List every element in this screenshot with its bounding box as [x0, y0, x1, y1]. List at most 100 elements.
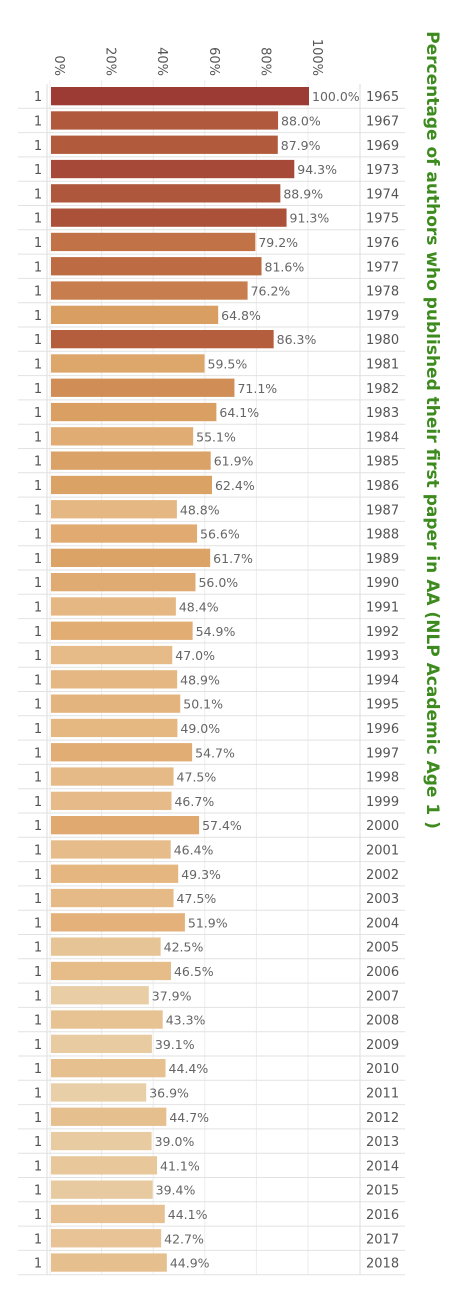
bar[interactable] [51, 500, 177, 519]
chart-row: 1 54.7% 1997 [18, 743, 405, 765]
row-header-label: 1 [34, 139, 42, 154]
chart-row: 1 54.9% 1992 [18, 621, 405, 644]
x-tick-label: 20% [103, 47, 118, 76]
category-label: 1989 [366, 552, 399, 567]
row-header-label: 1 [34, 187, 42, 202]
bar[interactable] [51, 402, 217, 422]
bar[interactable] [51, 1229, 162, 1248]
bar[interactable] [51, 232, 256, 252]
x-tick-label: 80% [257, 47, 272, 76]
bar[interactable] [51, 1083, 147, 1102]
bar-value-label: 94.3% [297, 162, 337, 177]
category-label: 1996 [366, 722, 399, 737]
bar[interactable] [51, 305, 219, 324]
row-header-label: 1 [34, 1135, 42, 1150]
row-header-label: 1 [34, 1062, 42, 1077]
bar[interactable] [51, 378, 235, 397]
bar[interactable] [51, 937, 161, 956]
chart-row: 1 79.2% 1976 [18, 232, 405, 255]
bar[interactable] [51, 913, 185, 932]
bar[interactable] [51, 961, 171, 981]
bar-value-label: 36.9% [149, 1085, 189, 1100]
row-header-label: 1 [34, 309, 42, 324]
category-label: 1997 [366, 746, 399, 761]
category-label: 1965 [366, 90, 399, 105]
bar-value-label: 48.4% [179, 599, 219, 614]
bar[interactable] [51, 548, 211, 567]
row-header-label: 1 [34, 819, 42, 834]
row-header-label: 1 [34, 455, 42, 470]
bar[interactable] [51, 1253, 167, 1272]
chart-row: 1 48.4% 1991 [18, 597, 405, 620]
bar[interactable] [51, 208, 287, 227]
row-header-label: 1 [34, 576, 42, 591]
category-label: 2013 [366, 1135, 399, 1150]
chart-row: 1 51.9% 2004 [18, 913, 405, 935]
bar[interactable] [51, 621, 193, 640]
chart-row: 1 56.0% 1990 [18, 573, 405, 595]
bar-value-label: 39.4% [156, 1183, 196, 1198]
row-header-label: 1 [34, 795, 42, 810]
bar-value-label: 61.9% [214, 454, 254, 469]
bar[interactable] [51, 597, 176, 616]
bar-value-label: 62.4% [215, 478, 255, 493]
bar[interactable] [51, 427, 194, 446]
bar[interactable] [51, 111, 279, 130]
bar[interactable] [51, 451, 211, 470]
bar-value-label: 100.0% [312, 89, 360, 104]
bar[interactable] [51, 1204, 165, 1224]
bar[interactable] [51, 159, 295, 179]
bar[interactable] [51, 767, 174, 786]
bar-value-label: 47.0% [175, 648, 215, 663]
bar[interactable] [51, 1059, 166, 1078]
category-label: 2005 [366, 941, 399, 956]
bar[interactable] [51, 1107, 167, 1126]
bar[interactable] [51, 524, 198, 543]
category-label: 1994 [366, 673, 399, 688]
bar[interactable] [51, 694, 181, 713]
bar[interactable] [51, 1010, 163, 1029]
bar[interactable] [51, 840, 171, 859]
bar[interactable] [51, 1180, 153, 1199]
bar[interactable] [51, 475, 212, 495]
category-label: 1999 [366, 795, 399, 810]
category-label: 2009 [366, 1038, 399, 1053]
row-header-label: 1 [34, 1184, 42, 1199]
bar[interactable] [51, 1034, 152, 1053]
bar[interactable] [51, 354, 205, 373]
bar[interactable] [51, 645, 173, 665]
row-header-label: 1 [34, 698, 42, 713]
bar[interactable] [51, 573, 196, 592]
category-label: 1998 [366, 771, 399, 786]
row-header-label: 1 [34, 843, 42, 858]
category-label: 2010 [366, 1062, 399, 1077]
bar[interactable] [51, 986, 149, 1005]
bar[interactable] [51, 718, 178, 738]
category-label: 1984 [366, 430, 399, 445]
bar[interactable] [51, 864, 179, 883]
row-header-label: 1 [34, 600, 42, 615]
bar[interactable] [51, 330, 274, 349]
bar[interactable] [51, 816, 200, 835]
bar[interactable] [51, 281, 248, 300]
chart-row: 1 49.3% 2002 [18, 864, 405, 887]
category-label: 2012 [366, 1111, 399, 1126]
category-label: 1969 [366, 139, 399, 154]
bar-value-label: 41.1% [160, 1158, 200, 1173]
bar[interactable] [51, 87, 309, 106]
bar[interactable] [51, 184, 281, 203]
bar[interactable] [51, 1156, 158, 1175]
bar-value-label: 44.4% [169, 1061, 209, 1076]
bar-value-label: 46.5% [174, 964, 214, 979]
bar[interactable] [51, 257, 262, 276]
chart-row: 1 61.7% 1989 [18, 548, 405, 571]
category-label: 1978 [366, 285, 399, 300]
category-label: 1979 [366, 309, 399, 324]
bar[interactable] [51, 670, 178, 689]
bar[interactable] [51, 791, 172, 810]
bar[interactable] [51, 888, 174, 908]
bar[interactable] [51, 743, 193, 762]
bar[interactable] [51, 135, 278, 154]
chart-row: 1 91.3% 1975 [18, 208, 405, 231]
bar[interactable] [51, 1131, 152, 1151]
